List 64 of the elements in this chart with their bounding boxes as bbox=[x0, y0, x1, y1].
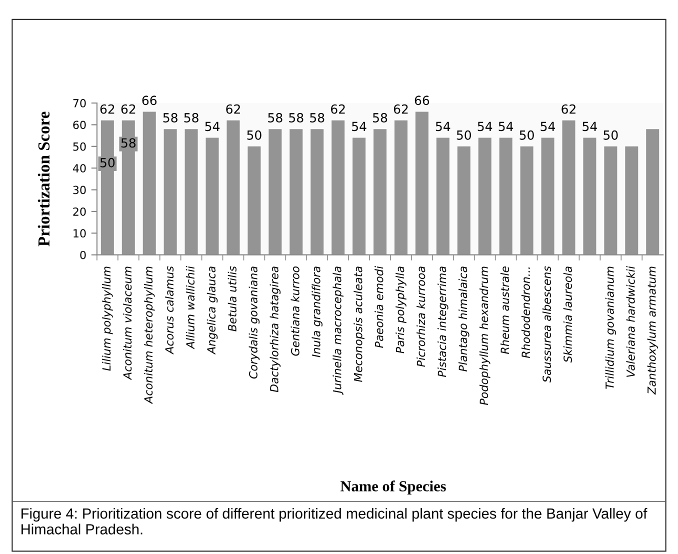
x-tick-label: Paeonia emodi bbox=[374, 266, 384, 348]
data-label: 50 bbox=[247, 130, 262, 140]
x-tick-label: Aconitum violaceum bbox=[123, 266, 132, 380]
annotation: 50 bbox=[100, 158, 115, 168]
x-tick-label: Dactylorhiza hatagirea bbox=[270, 266, 281, 392]
data-label: 58 bbox=[184, 113, 198, 122]
y-tick-label: 10 bbox=[74, 229, 86, 238]
y-tick-label: 0 bbox=[80, 250, 86, 260]
x-tick-label: Acorus calamus bbox=[164, 266, 174, 354]
data-label: 54 bbox=[498, 122, 514, 132]
data-label: 62 bbox=[562, 104, 576, 114]
y-tick-label: 60 bbox=[73, 120, 86, 130]
x-tick-label: Aconitum heterophyllum bbox=[144, 266, 155, 404]
x-tick-label: Pistacia integerrima bbox=[438, 266, 448, 377]
annotation: 58 bbox=[121, 138, 136, 148]
x-tick-label: Valeriana hardwickii bbox=[626, 266, 635, 377]
y-tick-label: 40 bbox=[72, 164, 86, 172]
y-tick-label: 20 bbox=[73, 207, 86, 216]
x-tick-label: Angelica glauca bbox=[206, 266, 218, 355]
x-tick-label: Allium wallichii bbox=[186, 266, 195, 350]
data-label: 62 bbox=[100, 104, 114, 114]
data-label: 50 bbox=[456, 130, 472, 140]
x-tick-label: Paris polyphylla bbox=[396, 266, 406, 354]
data-label: 66 bbox=[414, 96, 430, 106]
data-label: 62 bbox=[226, 104, 240, 114]
data-label: 58 bbox=[310, 113, 324, 122]
y-tick-label: 30 bbox=[73, 186, 86, 194]
data-label: 54 bbox=[540, 122, 556, 132]
data-label: 58 bbox=[163, 113, 178, 122]
data-label: 58 bbox=[373, 113, 388, 122]
x-tick-label: Skimmia laureola bbox=[563, 266, 572, 363]
x-tick-label: Inula grandiflora bbox=[312, 266, 322, 358]
x-tick-label: Rhododendron... bbox=[521, 267, 530, 358]
data-label: 54 bbox=[205, 122, 220, 132]
data-label: 50 bbox=[604, 130, 618, 140]
data-label: 62 bbox=[394, 104, 408, 114]
data-label: 54 bbox=[352, 122, 366, 132]
data-label: 50 bbox=[520, 130, 534, 140]
x-tick-label: Jurinella macrocephala bbox=[332, 266, 344, 395]
x-tick-label: Gentiana kurroo bbox=[290, 266, 300, 356]
caption: Figure 4: Prioritization score of different prioritized medicinal plant species for the Banjar Valley of Himachal Pradesh. bbox=[22, 508, 648, 534]
x-tick-label: Lilium polyphyllum bbox=[102, 266, 113, 371]
x-axis-title: Name of Species bbox=[340, 480, 446, 495]
x-tick-label: Saussurea albescens bbox=[542, 266, 551, 383]
x-tick-label: Corydalis govaniana bbox=[248, 266, 260, 379]
x-tick-label: Plantago himalaica bbox=[458, 266, 470, 372]
x-tick-label: Trillidium govanianum bbox=[605, 266, 616, 389]
data-label: 54 bbox=[582, 122, 597, 132]
x-tick-label: Meconopsis aculeata bbox=[354, 266, 364, 382]
x-tick-label: Betula utilis bbox=[228, 266, 236, 332]
data-label: 62 bbox=[121, 104, 136, 114]
y-tick-label: 70 bbox=[73, 99, 86, 108]
data-label: 58 bbox=[289, 113, 304, 122]
y-tick-label: 50 bbox=[73, 142, 86, 151]
data-label: 62 bbox=[331, 104, 345, 114]
y-axis-title: Priortization Score bbox=[38, 112, 50, 246]
x-tick-label: Podophyllum hexandrum bbox=[479, 266, 490, 406]
data-label: 54 bbox=[436, 122, 450, 132]
data-label: 58 bbox=[268, 113, 282, 122]
x-tick-label: Zanthoxylum armatum bbox=[647, 266, 658, 395]
x-tick-label: Rheum australe bbox=[500, 266, 510, 354]
data-label: 54 bbox=[478, 122, 492, 132]
x-tick-label: Picrorhiza kurrooa bbox=[416, 266, 426, 367]
data-label: 66 bbox=[142, 96, 157, 106]
